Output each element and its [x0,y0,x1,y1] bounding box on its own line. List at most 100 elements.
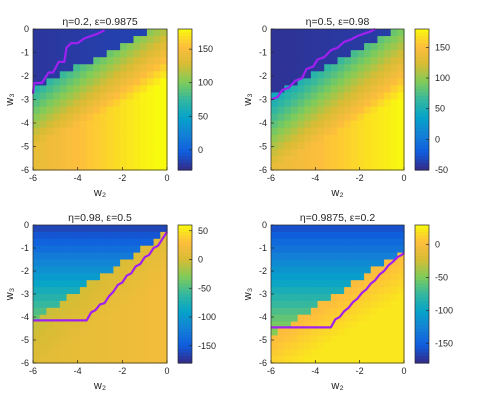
heatmap-cell [153,36,161,44]
colorbar-band [415,252,429,257]
heatmap-cell [271,141,279,150]
heatmap-cell [79,300,88,309]
heatmap-cell [100,335,108,343]
heatmap-cell [133,113,141,122]
heatmap-cell [304,314,312,323]
boundary-line [270,28,376,101]
heatmap-cell [146,300,155,309]
heatmap-cell [126,259,135,267]
heatmap-cell [337,43,345,51]
heatmap-cell [86,273,94,281]
heatmap-cell [93,141,101,150]
heatmap-cell [271,50,279,58]
heatmap-cell [284,148,292,157]
heatmap-cell [140,231,148,240]
heatmap-cell [126,120,135,129]
heatmap-cell [364,43,372,51]
colorbar-band [415,266,429,271]
heatmap-cell [297,335,305,343]
heatmap-cell [384,141,392,150]
heatmap-cell [86,335,94,343]
heatmap-cell [304,280,312,288]
colorbar-band [415,294,429,299]
colorbar-band [415,60,429,65]
heatmap-cell [113,106,121,115]
heatmap-cell [93,273,101,281]
heatmap-cell [364,78,372,86]
heatmap-cell [310,231,319,240]
heatmap-cell [120,321,128,330]
heatmap-cell [106,162,114,171]
colorbar-band [415,67,429,72]
colorbar-band [415,50,429,55]
colorbar-band [415,92,429,97]
heatmap-cell [310,287,319,295]
heatmap-cell [384,36,392,44]
heatmap-cell [59,92,68,101]
heatmap-cell [59,307,68,316]
heatmap-cell [344,120,352,129]
heatmap-cell [317,141,325,150]
heatmap-cell [357,99,365,108]
heatmap-cell [153,342,161,350]
heatmap-cell [370,259,378,267]
heatmap-cell [33,328,41,336]
heatmap-cell [160,148,168,157]
heatmap-cell [39,328,47,336]
heatmap-cell [284,127,292,136]
colorbar-band [415,138,429,143]
heatmap-cell [384,127,392,136]
colorbar-band [178,141,192,146]
heatmap-cell [390,356,398,364]
heatmap-cell [53,238,61,247]
heatmap-cell [133,245,141,254]
heatmap-cell [146,78,155,86]
heatmap-cell [330,294,339,302]
heatmap-cell [317,36,325,44]
colorbar-band [415,290,429,295]
heatmap-cell [33,155,41,164]
heatmap-cell [113,113,121,122]
heatmap-cell [100,328,108,336]
heatmap-cell [277,148,285,157]
heatmap-cell [350,99,359,108]
heatmap-cell [140,294,148,302]
heatmap-cell [310,92,319,101]
heatmap-cell [357,287,365,295]
heatmap-cell [86,349,94,357]
heatmap-cell [100,307,108,316]
heatmap-cell [317,238,325,247]
heatmap-cell [397,349,405,357]
heatmap-cell [39,85,47,94]
heatmap-cell [357,252,365,261]
heatmap-cell [146,287,155,295]
heatmap-cell [59,328,68,336]
colorbar-band [178,331,192,336]
heatmap-cell [284,113,292,122]
heatmap-cell [39,92,47,101]
heatmap-cell [337,50,345,58]
heatmap-cell [357,78,365,86]
heatmap-cell [120,342,128,350]
colorbar-tick-label: 0 [435,134,440,144]
heatmap-cell [324,328,332,336]
heatmap-cell [350,162,359,171]
heatmap-cell [66,238,74,247]
heatmap-cell [53,321,61,330]
heatmap-cell [364,349,372,357]
heatmap-cell [324,349,332,357]
heatmap-cell [106,287,114,295]
colorbar-band [178,276,192,281]
heatmap-cell [310,266,319,274]
heatmap-cell [377,314,385,323]
heatmap-cell [304,134,312,143]
heatmap-cell [377,162,385,171]
heatmap-cell [350,64,359,72]
y-tick-label: -5 [259,142,267,152]
heatmap-cell [160,57,168,65]
heatmap-cell [39,57,47,65]
heatmap-cell [330,287,339,295]
heatmap-cell [337,238,345,247]
heatmap-cell [284,155,292,164]
heatmap-cell [390,162,398,171]
